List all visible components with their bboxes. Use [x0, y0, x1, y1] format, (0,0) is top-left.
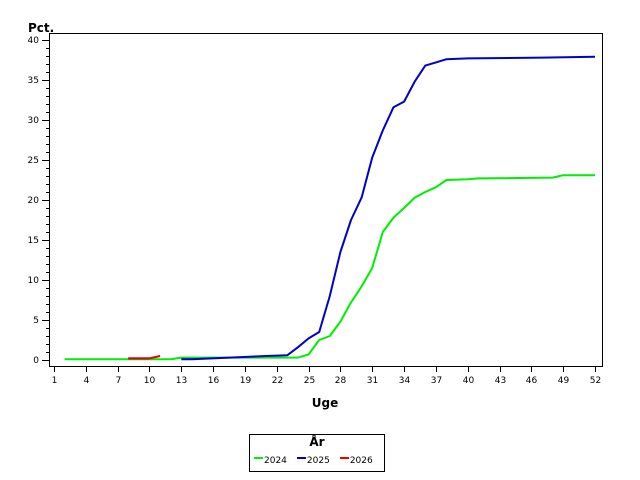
x-tick-label: 34 — [399, 376, 411, 386]
x-tick-label: 13 — [176, 376, 187, 386]
plot-frame — [49, 33, 603, 367]
y-tick-label: 30 — [28, 116, 40, 126]
legend-item-2025: 2025 — [296, 456, 330, 466]
legend-item-2024: 2024 — [254, 456, 287, 466]
legend-item-2026: 2026 — [339, 456, 373, 466]
x-tick-label: 4 — [84, 376, 90, 386]
legend-label-2025: 2025 — [306, 456, 330, 466]
legend-label-2026: 2026 — [349, 456, 373, 466]
x-tick-label: 46 — [526, 376, 538, 386]
x-tick-label: 40 — [463, 376, 475, 386]
legend-label-2024: 2024 — [264, 456, 287, 466]
x-tick-label: 10 — [144, 376, 156, 386]
y-tick-label: 5 — [33, 316, 39, 326]
y-axis: 0 5 10 15 20 25 30 35 40 — [28, 36, 49, 366]
legend: År 2024 2025 2026 — [249, 434, 385, 472]
y-tick-label: 15 — [28, 236, 39, 246]
x-tick-label: 1 — [52, 376, 58, 386]
legend-title: År — [309, 435, 325, 449]
x-tick-label: 19 — [240, 376, 252, 386]
y-tick-label: 25 — [28, 156, 39, 166]
x-tick-label: 52 — [590, 376, 601, 386]
legend-swatch-2025 — [296, 457, 306, 459]
series-line-2025 — [181, 55, 596, 361]
y-tick-label: 0 — [33, 356, 39, 366]
y-tick-label: 40 — [28, 36, 40, 46]
series-line-2026 — [128, 355, 161, 360]
y-tick-label: 20 — [28, 196, 40, 206]
x-axis: 1 4 7 10 13 16 19 22 25 28 31 34 37 40 43 46 49 52 — [52, 366, 601, 386]
series-lines — [64, 55, 596, 361]
x-tick-label: 49 — [558, 376, 570, 386]
legend-swatch-2024 — [254, 457, 263, 459]
x-tick-label: 25 — [304, 376, 315, 386]
y-axis-title: Pct. — [28, 21, 54, 35]
y-tick-label: 10 — [28, 276, 40, 286]
x-axis-title: Uge — [312, 396, 338, 410]
legend-items: 2024 2025 2026 — [254, 456, 373, 466]
x-tick-label: 7 — [116, 376, 122, 386]
series-line-2024 — [64, 174, 595, 361]
legend-swatch-2026 — [339, 457, 349, 459]
x-tick-label: 37 — [431, 376, 442, 386]
x-tick-label: 31 — [367, 376, 378, 386]
x-tick-label: 43 — [495, 376, 506, 386]
x-tick-label: 22 — [272, 376, 283, 386]
y-tick-label: 35 — [28, 76, 39, 86]
x-tick-label: 16 — [208, 376, 220, 386]
x-tick-label: 28 — [335, 376, 347, 386]
